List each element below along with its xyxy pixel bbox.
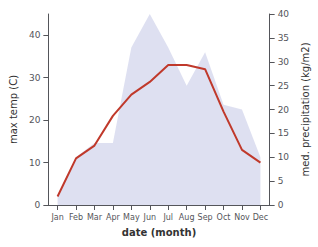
- svg-text:Jan: Jan: [50, 213, 63, 222]
- svg-text:5: 5: [278, 176, 284, 186]
- svg-text:10: 10: [29, 158, 41, 168]
- svg-text:Sep: Sep: [198, 213, 213, 222]
- svg-text:30: 30: [29, 73, 41, 83]
- svg-text:Mar: Mar: [87, 213, 103, 222]
- svg-text:0: 0: [35, 200, 41, 210]
- svg-text:Oct: Oct: [217, 213, 231, 222]
- svg-text:20: 20: [278, 105, 290, 115]
- svg-text:40: 40: [29, 30, 41, 40]
- svg-text:30: 30: [278, 57, 290, 67]
- svg-text:May: May: [123, 213, 140, 222]
- svg-text:Apr: Apr: [106, 213, 121, 222]
- svg-text:35: 35: [278, 33, 289, 43]
- svg-text:Nov: Nov: [234, 213, 250, 222]
- svg-text:15: 15: [278, 128, 289, 138]
- svg-text:Feb: Feb: [69, 213, 83, 222]
- svg-text:0: 0: [278, 200, 284, 210]
- svg-text:max temp (C): max temp (C): [8, 75, 19, 144]
- svg-text:Jul: Jul: [162, 213, 173, 222]
- svg-text:med. precipitation (kg/m2): med. precipitation (kg/m2): [300, 42, 311, 176]
- svg-text:Dec: Dec: [253, 213, 268, 222]
- svg-text:25: 25: [278, 81, 289, 91]
- svg-text:Aug: Aug: [179, 213, 195, 222]
- svg-text:Jun: Jun: [143, 213, 157, 222]
- svg-text:40: 40: [278, 9, 290, 19]
- svg-text:10: 10: [278, 152, 290, 162]
- svg-text:date (month): date (month): [122, 227, 196, 238]
- svg-text:20: 20: [29, 115, 41, 125]
